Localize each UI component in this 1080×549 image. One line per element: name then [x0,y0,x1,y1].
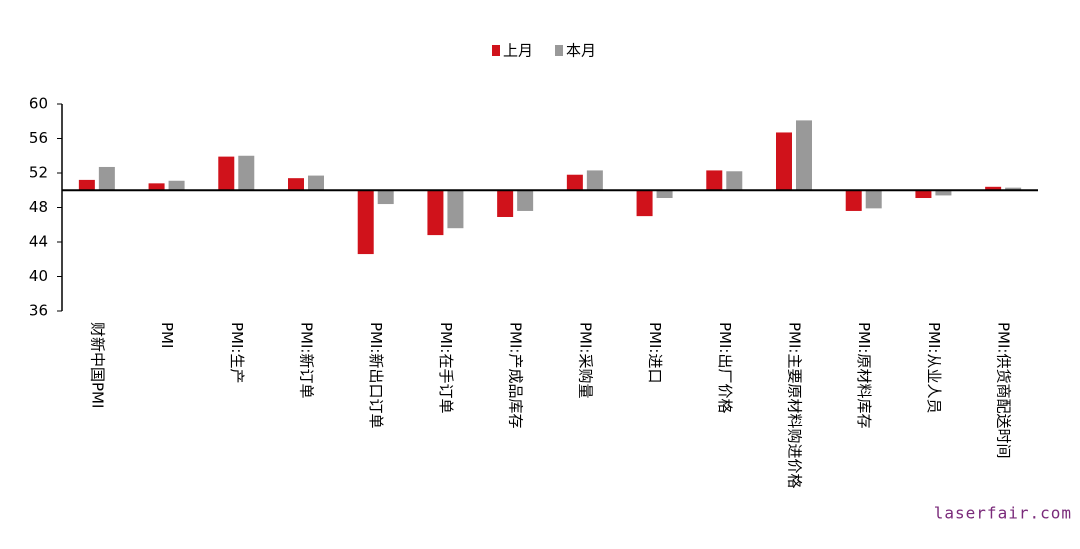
watermark: laserfair.com [934,504,1072,523]
bar [447,190,464,229]
x-tick-label: PMI [158,322,176,348]
x-tick-label: PMI:进口 [646,322,664,383]
x-tick-label: PMI:产成品库存 [507,322,525,428]
bar [308,175,324,191]
legend-label: 上月 [503,42,533,60]
bar [706,170,723,191]
bar [148,183,165,191]
bar [497,190,514,217]
bar [935,190,952,196]
bar [865,190,882,209]
bar [845,190,862,211]
x-tick-label: PMI:采购量 [576,322,594,398]
x-tick-label: PMI:从业人员 [925,322,943,413]
bar [238,155,255,191]
x-tick-label: PMI:原材料库存 [855,322,873,428]
bar [218,156,235,191]
y-tick-label: 52 [29,164,48,182]
bar [357,190,374,255]
bar [288,178,304,191]
x-tick-label: PMI:在手订单 [437,322,455,413]
bar [78,179,95,191]
y-tick-label: 36 [29,302,48,320]
bar [1005,187,1022,191]
bar [796,120,812,191]
y-tick-label: 40 [29,267,48,285]
y-tick-label: 48 [29,198,48,216]
legend-swatch [492,45,500,56]
bar [586,170,603,191]
x-tick-label: PMI:供货商配送时间 [995,322,1013,458]
bar [636,190,653,217]
legend-swatch [555,45,563,56]
bar [985,186,1002,191]
x-tick-label: PMI:主要原材料购进价格 [786,322,804,488]
x-tick-label: PMI:出厂价格 [716,322,734,413]
x-tick-label: PMI:新订单 [298,322,316,398]
y-tick-label: 44 [29,233,48,251]
bar [168,180,185,191]
bar [98,166,115,191]
bar [377,190,394,205]
bar [517,190,534,211]
x-tick-label: PMI:生产 [228,322,246,383]
bar [427,190,444,236]
bar [656,190,673,199]
x-tick-label: 财新中国PMI [88,322,106,408]
x-tick-label: PMI:新出口订单 [367,322,385,428]
y-tick-label: 60 [29,95,48,113]
bar [915,190,932,199]
legend-label: 本月 [566,42,596,60]
y-tick-label: 56 [29,129,48,147]
bar [776,132,792,191]
bar [566,174,583,191]
bar [726,171,743,191]
